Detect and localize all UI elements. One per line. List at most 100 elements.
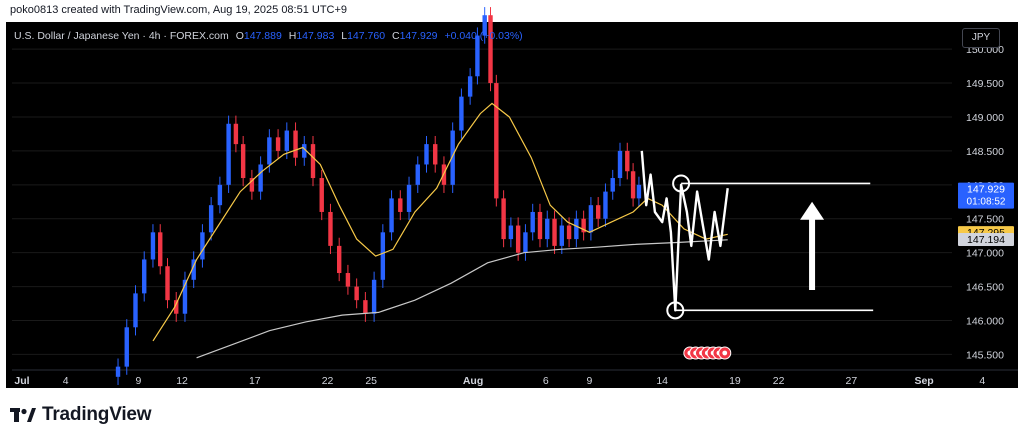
date-tick-label: 4 — [979, 375, 985, 387]
candle-body — [191, 259, 196, 280]
candle-body — [142, 259, 147, 294]
candle-body — [515, 225, 521, 253]
level-marker-circle — [666, 301, 685, 320]
candle-body — [488, 15, 493, 84]
open-label: O — [235, 30, 244, 42]
candle-body — [433, 144, 438, 165]
candle-body — [494, 83, 499, 199]
candle-body — [124, 327, 129, 367]
brand-name: TradingView — [42, 404, 152, 425]
candle-body — [424, 144, 429, 165]
tradingview-logo[interactable]: TradingView — [10, 404, 152, 426]
date-tick-label: 27 — [846, 375, 858, 387]
open-value: 147.889 — [243, 30, 282, 42]
candle-body — [501, 198, 506, 240]
candle-body — [115, 366, 121, 377]
date-tick-label: 25 — [365, 375, 377, 387]
header-bar: poko0813 created with TradingView.com, A… — [0, 0, 1024, 22]
high-label: H — [288, 30, 297, 42]
candle-body — [233, 123, 239, 145]
date-tick-label: 9 — [135, 375, 141, 387]
candle-body — [371, 279, 377, 314]
price-tag-label: 147.929 — [967, 184, 1005, 196]
candle-body — [508, 225, 514, 240]
candle-body — [530, 211, 535, 233]
candle-body — [625, 150, 630, 172]
tradingview-logo-icon — [10, 408, 36, 422]
price-tick-label: 145.500 — [966, 349, 1004, 361]
candle-body — [475, 35, 480, 77]
price-tag-countdown: 01:08:52 — [967, 197, 1006, 208]
candle-body — [319, 178, 324, 212]
low-label: L — [341, 30, 348, 42]
price-tick-label: 149.500 — [966, 78, 1004, 90]
high-value: 147.983 — [296, 30, 335, 42]
candle-body — [284, 130, 290, 151]
candle-body — [581, 218, 586, 233]
date-tick-label: Aug — [463, 375, 483, 387]
candle-body — [398, 198, 403, 212]
close-label: C — [391, 30, 400, 42]
candle-body — [566, 225, 572, 240]
candle-body — [354, 286, 359, 301]
bullish-arrow — [800, 201, 825, 290]
date-tick-label: 9 — [587, 375, 593, 387]
change-value: +0.040 (+0.03%) — [444, 30, 523, 42]
close-value: 147.929 — [399, 30, 438, 42]
candle-body — [467, 76, 473, 97]
candle-body — [450, 130, 455, 185]
candle-body — [158, 232, 163, 267]
candle-body — [182, 279, 188, 314]
candle-body — [380, 232, 386, 280]
level-marker-circle — [672, 174, 691, 193]
candle-body — [302, 144, 307, 158]
symbol-legend: U.S. Dollar / Japanese Yen · 4h · FOREX.… — [14, 30, 523, 42]
price-tick-label: 146.500 — [966, 282, 1004, 294]
candle-body — [310, 144, 316, 179]
price-tick-label: 147.000 — [966, 248, 1004, 260]
candle-body — [545, 218, 550, 240]
candle-body — [523, 232, 528, 253]
drawn-price-path — [640, 150, 729, 312]
candle-body — [150, 232, 156, 260]
price-tick-label: 147.500 — [966, 214, 1004, 226]
candle-body — [537, 211, 543, 240]
candle-body — [406, 184, 412, 212]
date-tick-label: Jul — [14, 375, 29, 387]
price-tick-label: 146.000 — [966, 316, 1004, 328]
candle-body — [336, 245, 342, 274]
candle-body — [603, 191, 608, 219]
candle-body — [617, 150, 623, 179]
date-tick-label: 4 — [63, 375, 69, 387]
economic-event-icon-dot — [722, 350, 728, 356]
candle-body — [249, 178, 255, 192]
currency-button[interactable]: JPY — [962, 28, 1000, 48]
date-tick-label: Sep — [914, 375, 933, 387]
creator-line: poko0813 created with TradingView.com, A… — [10, 4, 348, 16]
candle-body — [174, 300, 179, 314]
price-tick-label: 149.000 — [966, 112, 1004, 124]
candle-body — [217, 184, 223, 206]
candle-body — [595, 205, 601, 219]
date-tick-label: 14 — [656, 375, 668, 387]
price-chart[interactable]: 150.000149.500149.000148.500148.000147.5… — [6, 0, 1018, 388]
candle-body — [552, 218, 557, 246]
date-tick-label: 12 — [176, 375, 188, 387]
candle-body — [200, 232, 205, 260]
candle-body — [240, 144, 246, 179]
candle-body — [133, 293, 138, 328]
price-tick-label: 148.500 — [966, 146, 1004, 158]
candle-body — [588, 205, 594, 233]
candle-body — [275, 137, 281, 151]
date-tick-label: 22 — [322, 375, 334, 387]
candle-body — [267, 137, 272, 165]
symbol-name: U.S. Dollar / Japanese Yen · 4h · FOREX.… — [14, 30, 229, 42]
low-value: 147.760 — [347, 30, 386, 42]
candle-body — [559, 225, 565, 246]
candle-body — [293, 130, 298, 158]
candle-body — [226, 123, 231, 185]
ma-fast-line — [152, 102, 728, 342]
price-tag-ma_slow — [958, 233, 1014, 247]
candle-body — [630, 171, 636, 199]
